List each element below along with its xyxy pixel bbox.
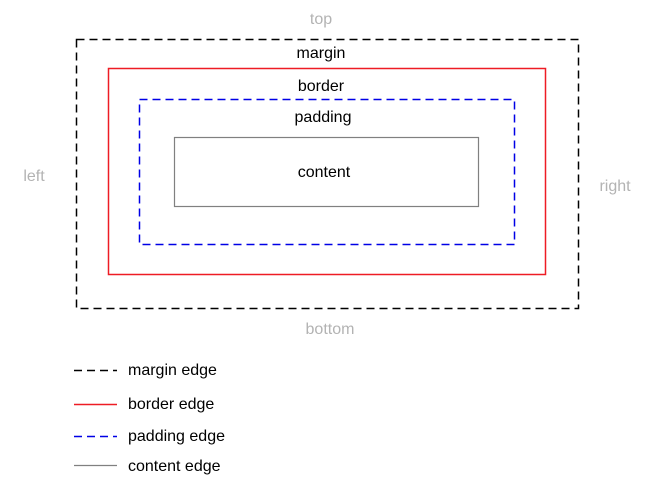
content-label: content xyxy=(298,164,351,181)
margin-label: margin xyxy=(297,45,346,62)
legend-label-content-edge: content edge xyxy=(128,458,221,475)
legend-item-padding-edge: padding edge xyxy=(74,428,225,445)
legend-item-content-edge: content edge xyxy=(74,458,221,475)
legend-label-margin-edge: margin edge xyxy=(128,362,217,379)
legend-label-border-edge: border edge xyxy=(128,396,214,413)
border-label: border xyxy=(298,78,345,95)
content-edge-box xyxy=(173,136,480,208)
legend: margin edge border edge padding edge con… xyxy=(74,362,225,475)
legend-label-padding-edge: padding edge xyxy=(128,428,225,445)
margin-edge-box xyxy=(75,38,580,310)
padding-edge-box xyxy=(138,98,516,246)
legend-item-border-edge: border edge xyxy=(74,396,214,413)
border-edge-box xyxy=(107,67,547,276)
legend-item-margin-edge: margin edge xyxy=(74,362,217,379)
side-label-left: left xyxy=(23,168,45,185)
side-label-bottom: bottom xyxy=(306,321,355,338)
side-label-right: right xyxy=(599,178,631,195)
padding-label: padding xyxy=(295,109,352,126)
side-label-top: top xyxy=(310,11,332,28)
